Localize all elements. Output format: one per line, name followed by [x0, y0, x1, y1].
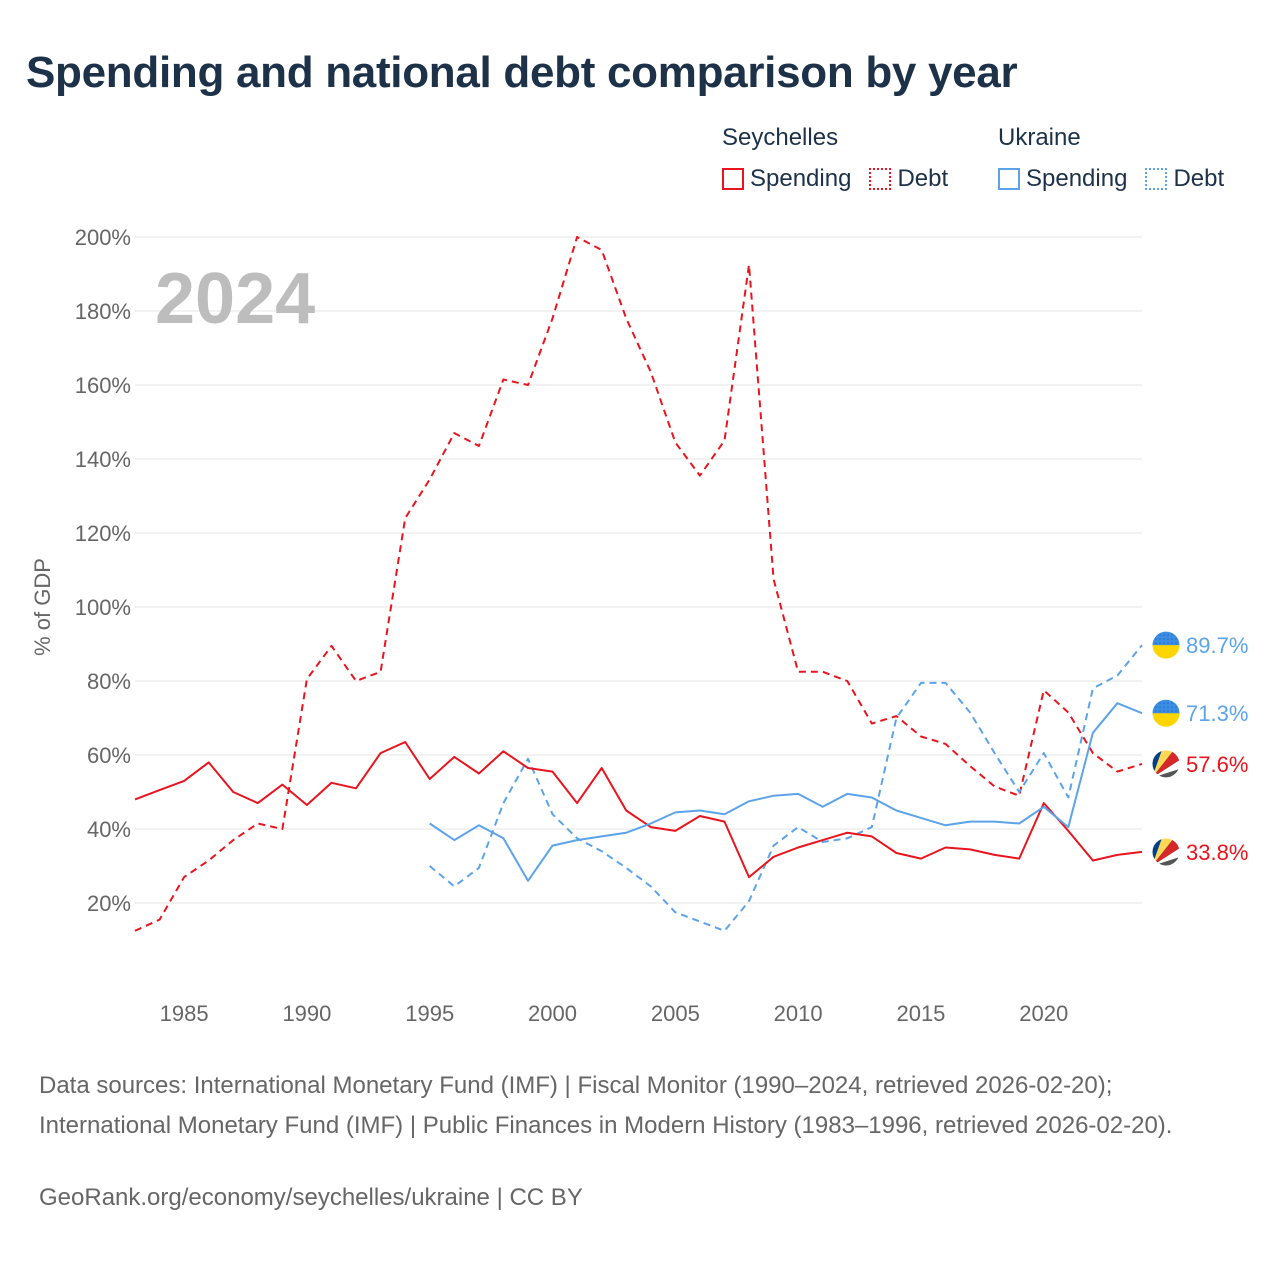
legend-country-ukraine: Ukraine: [998, 124, 1081, 151]
seychelles-flag-icon: [1151, 749, 1181, 779]
legend-item-seychelles-spending[interactable]: Spending: [722, 164, 851, 194]
x-tick-label: 1990: [282, 1001, 331, 1026]
data-sources-note: Data sources: International Monetary Fun…: [39, 1072, 1173, 1139]
dotted-line-swatch-icon: [1145, 168, 1168, 190]
ukraine-flag-icon: [1151, 630, 1181, 660]
legend-item-ukraine-debt[interactable]: Debt: [1145, 164, 1224, 194]
y-tick-label: 40%: [87, 817, 131, 842]
legend-item-seychelles-debt[interactable]: Debt: [869, 164, 948, 194]
ukraine-flag-icon: [1151, 698, 1181, 728]
legend-label: Debt: [1173, 165, 1225, 192]
legend-item-ukraine-spending[interactable]: Spending: [998, 164, 1127, 194]
seychelles-flag-icon: [1151, 837, 1181, 867]
legend-country-seychelles: Seychelles: [722, 124, 839, 151]
y-tick-label: 60%: [87, 743, 131, 768]
x-tick-label: 1985: [160, 1001, 209, 1026]
y-tick-label: 120%: [75, 521, 131, 546]
x-tick-label: 1995: [405, 1001, 454, 1026]
chart-title: Spending and national debt comparison by…: [26, 48, 1018, 97]
legend-label: Spending: [750, 165, 852, 192]
y-tick-label: 100%: [75, 595, 131, 620]
x-tick-label: 2005: [651, 1001, 700, 1026]
y-tick-label: 80%: [87, 669, 131, 694]
legend-group-seychelles: Seychelles Spending Debt: [722, 124, 948, 194]
x-tick-label: 2010: [774, 1001, 823, 1026]
series-line-ukraine-spending: [429, 702, 1143, 882]
year-watermark: 2024: [155, 259, 315, 339]
end-value-label: 71.3%: [1186, 701, 1248, 726]
x-tick-label: 2020: [1019, 1001, 1068, 1026]
y-tick-label: 140%: [75, 447, 131, 472]
solid-line-swatch-icon: [998, 168, 1020, 190]
y-tick-label: 160%: [75, 373, 131, 398]
source-link[interactable]: GeoRank.org/economy/seychelles/ukraine |…: [39, 1184, 583, 1211]
x-tick-label: 2000: [528, 1001, 577, 1026]
legend-label: Spending: [1026, 165, 1128, 192]
series-line-seychelles-spending: [134, 741, 1143, 879]
solid-line-swatch-icon: [722, 168, 744, 190]
line-chart: 2024 20% 40% 60% 80% 100% 120% 140% 160% 180% 200%…: [30, 225, 1248, 1026]
legend-label: Debt: [897, 165, 949, 192]
dotted-line-swatch-icon: [869, 168, 892, 190]
y-tick-label: 20%: [87, 891, 131, 916]
y-axis-label: % of GDP: [30, 558, 55, 656]
end-value-label: 89.7%: [1186, 633, 1248, 658]
x-tick-label: 2015: [896, 1001, 945, 1026]
chart-container: 2024 20% 40% 60% 80% 100% 120% 140% 160% 180% 200%…: [30, 225, 1248, 1026]
y-tick-label: 180%: [75, 299, 131, 324]
end-value-label: 33.8%: [1186, 840, 1248, 865]
end-value-label: 57.6%: [1186, 752, 1248, 777]
y-tick-label: 200%: [75, 225, 131, 250]
series-line-ukraine-debt: [429, 644, 1143, 932]
series-line-seychelles-debt: [134, 236, 1143, 932]
legend-group-ukraine: Ukraine Spending Debt: [998, 124, 1224, 194]
